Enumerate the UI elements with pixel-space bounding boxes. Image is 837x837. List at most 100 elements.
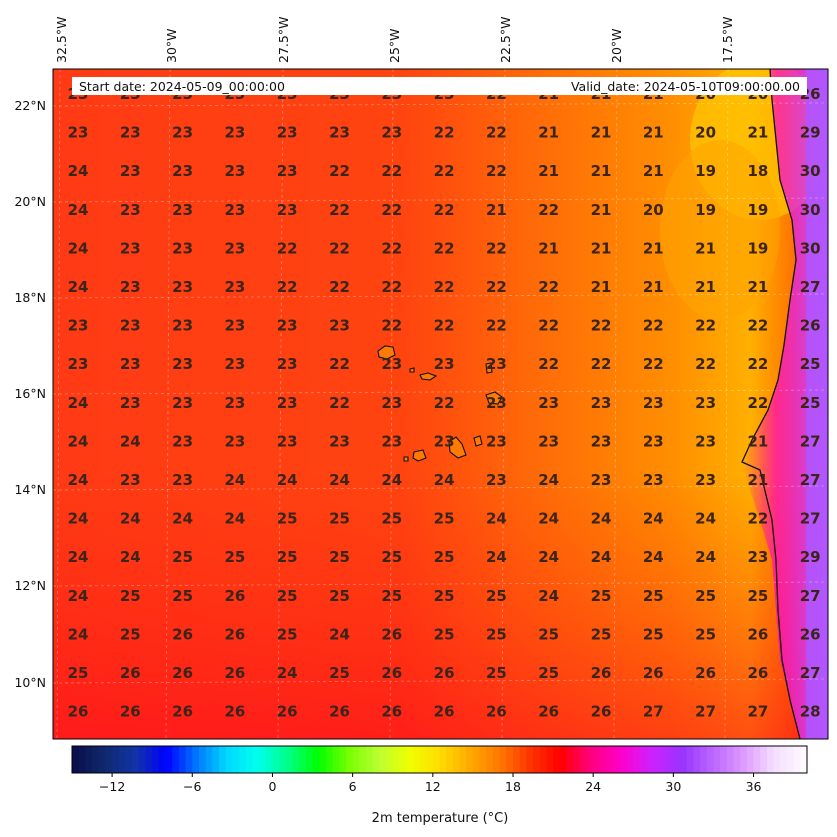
temperature-value: 26 [224,625,245,643]
colorbar-segment [740,746,748,773]
temperature-value: 26 [747,625,768,643]
temperature-value: 26 [800,317,821,335]
temperature-value: 26 [224,587,245,605]
temperature-value: 23 [434,355,455,373]
temperature-value: 25 [486,587,507,605]
temperature-value: 22 [538,278,559,296]
temperature-value: 23 [120,239,141,257]
temperature-value: 27 [800,664,821,682]
temperature-value: 25 [800,394,821,412]
colorbar-segment [686,746,695,773]
temperature-value: 19 [747,201,768,219]
temperature-value: 26 [172,703,193,721]
colorbar-segment [299,746,307,773]
temperature-value: 19 [747,239,768,257]
latitude-labels: 22°N 20°N 18°N 16°N 14°N 12°N 10°N [14,98,46,690]
temperature-value: 25 [695,587,716,605]
colorbar-segment [800,746,808,773]
colorbar-frame [71,745,808,774]
colorbar-segment [613,746,621,773]
colorbar-segment [359,746,367,773]
temperature-value: 26 [172,664,193,682]
temperature-value: 22 [486,124,507,142]
colorbar-segment [726,746,735,773]
colorbar-segment [619,746,628,773]
temperature-value: 21 [747,432,768,450]
colorbar-segment [239,746,247,773]
temperature-field [53,69,828,739]
colorbar-tick-label: 30 [665,779,681,794]
temperature-value: 22 [486,317,507,335]
colorbar-segment [178,746,187,773]
temperature-value: 20 [643,201,664,219]
colorbar-segment [399,746,407,773]
temperature-value: 23 [68,355,89,373]
temperature-value: 25 [68,664,89,682]
temperature-value: 25 [172,548,193,566]
temperature-value: 26 [381,703,402,721]
colorbar-segment [533,746,541,773]
colorbar-segment [559,746,568,773]
temperature-value: 26 [434,664,455,682]
temperature-value: 29 [800,548,821,566]
temperature-value: 24 [277,664,298,682]
cape-verde-islands [377,345,503,462]
temperature-value: 23 [695,471,716,489]
temperature-value: 26 [381,625,402,643]
temperature-value: 23 [434,432,455,450]
longitude-label: 32.5°W [54,17,69,63]
temperature-value: 26 [695,664,716,682]
temperature-value: 23 [277,394,298,412]
colorbar-segment [172,746,180,773]
temperature-value: 22 [434,394,455,412]
temperature-value: 23 [381,355,402,373]
temperature-value: 23 [172,432,193,450]
longitude-label: 17.5°W [720,17,735,63]
colorbar-segment [165,746,173,773]
temperature-value: 21 [591,278,612,296]
temperature-value: 25 [277,548,298,566]
temperature-value: 23 [68,317,89,335]
colorbar-segment [245,746,254,773]
temperature-value: 26 [224,664,245,682]
colorbar-segment [285,746,294,773]
temperature-value: 23 [747,548,768,566]
temperature-value: 23 [120,201,141,219]
colorbar-segment [653,746,661,773]
temperature-value: 30 [800,162,821,180]
temperature-value: 24 [68,394,89,412]
temperature-value: 26 [486,703,507,721]
temperature-value: 23 [591,432,612,450]
colorbar-tick-label: 6 [349,779,357,794]
colorbar-segment [78,746,86,773]
colorbar-segment [132,746,140,773]
temperature-value: 23 [224,432,245,450]
colorbar-segment [386,746,394,773]
colorbar-segment [479,746,487,773]
colorbar-segment [746,746,755,773]
latitude-label: 16°N [14,386,46,401]
colorbar-tick-label: −6 [183,779,201,794]
colorbar-segment [379,746,387,773]
temperature-value: 23 [643,432,664,450]
temperature-value: 26 [329,703,350,721]
colorbar-segment [573,746,581,773]
colorbar-segment [599,746,608,773]
temperature-value: 24 [591,548,612,566]
colorbar-segment [406,746,414,773]
temperature-value: 25 [381,587,402,605]
temperature-value: 26 [538,703,559,721]
colorbar-segment [666,746,674,773]
colorbar-segment [352,746,360,773]
colorbar-segment [492,746,501,773]
temperature-value: 22 [747,510,768,528]
colorbar-segment [332,746,340,773]
temperature-value: 22 [486,239,507,257]
temperature-value: 23 [695,394,716,412]
temperature-value: 25 [329,664,350,682]
colorbar-segment [486,746,494,773]
colorbar-segment [292,746,300,773]
temperature-value: 26 [591,664,612,682]
colorbar-tick-label: 24 [585,779,601,794]
temperature-value: 27 [800,471,821,489]
